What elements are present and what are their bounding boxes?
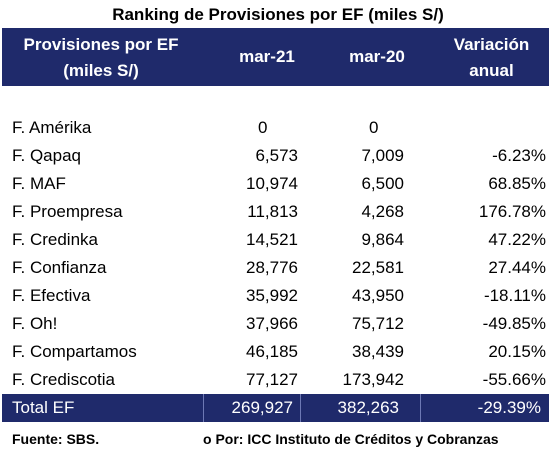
footer-credit: o Por: ICC Instituto de Créditos y Cobra…: [203, 431, 499, 447]
row-mar21: 28,776: [246, 258, 298, 277]
row-mar20: 43,950: [352, 286, 404, 305]
row-variacion: 176.78%: [478, 202, 546, 221]
row-variacion: 27.44%: [488, 258, 546, 277]
row-name: F. Compartamos: [12, 342, 137, 361]
header-mar20: mar-20: [349, 47, 405, 66]
row-name: F. Qapaq: [12, 146, 81, 165]
header-provisiones: Provisiones por EF (miles S/): [2, 32, 200, 84]
row-variacion: -55.66%: [482, 370, 546, 389]
row-mar21: 6,573: [255, 146, 298, 165]
row-mar20: 6,500: [361, 174, 404, 193]
header-mar21: mar-21: [239, 47, 295, 66]
table-row: F. Oh! 37,966 75,712 -49.85%: [0, 310, 556, 338]
header-provisiones-line2: (miles S/): [63, 61, 139, 80]
total-mar20: 382,263: [337, 398, 399, 417]
row-mar21: 14,521: [246, 230, 298, 249]
row-mar20: 4,268: [361, 202, 404, 221]
row-variacion: 47.22%: [488, 230, 546, 249]
row-mar20: 38,439: [352, 342, 404, 361]
total-mar21: 269,927: [231, 398, 293, 417]
footer-source: Fuente: SBS.: [12, 431, 100, 447]
table-row: F. Crediscotia 77,127 173,942 -55.66%: [0, 366, 556, 394]
row-name: F. Crediscotia: [12, 370, 115, 389]
header-variacion-line2: anual: [469, 61, 514, 80]
header-variacion-line1: Variación: [453, 35, 530, 54]
table-row: F. Confianza 28,776 22,581 27.44%: [0, 254, 556, 282]
row-variacion: -18.11%: [483, 286, 546, 305]
header-provisiones-line1: Provisiones por EF: [23, 35, 179, 54]
row-mar20: 9,864: [361, 230, 404, 249]
row-mar21: 35,992: [246, 286, 298, 305]
row-mar20: 22,581: [352, 258, 404, 277]
row-name: F. Confianza: [12, 258, 107, 277]
table-row: F. Qapaq 6,573 7,009 -6.23%: [0, 142, 556, 170]
row-variacion: -49.85%: [482, 314, 546, 333]
table-body: F. Amérika 0 0 F. Qapaq 6,573 7,009 -6.2…: [0, 114, 556, 394]
total-row: Total EF 269,927 382,263 -29.39%: [2, 394, 549, 422]
row-name: F. Oh!: [12, 314, 58, 333]
row-mar21: 10,974: [246, 174, 298, 193]
total-variacion: -29.39%: [477, 398, 541, 417]
row-name: F. Amérika: [12, 118, 92, 137]
row-name: F. MAF: [12, 174, 66, 193]
table-row: F. Compartamos 46,185 38,439 20.15%: [0, 338, 556, 366]
table-row: F. Proempresa 11,813 4,268 176.78%: [0, 198, 556, 226]
table-row: F. Amérika 0 0: [0, 114, 556, 142]
row-mar21: 77,127: [246, 370, 298, 389]
table-title: Ranking de Provisiones por EF (miles S/): [112, 5, 444, 24]
row-name: F. Proempresa: [12, 202, 123, 221]
total-divider: [300, 394, 301, 422]
row-name: F. Efectiva: [12, 286, 91, 305]
row-variacion: 68.85%: [488, 174, 546, 193]
row-mar20: 75,712: [352, 314, 404, 333]
row-variacion: -6.23%: [492, 146, 546, 165]
row-mar20: 0: [369, 118, 379, 137]
row-mar20: 173,942: [342, 370, 404, 389]
total-name: Total EF: [12, 398, 75, 417]
total-divider: [203, 394, 204, 422]
table-row: F. Credinka 14,521 9,864 47.22%: [0, 226, 556, 254]
total-divider: [420, 394, 421, 422]
row-mar21: 37,966: [246, 314, 298, 333]
row-mar21: 46,185: [246, 342, 298, 361]
table-row: F. MAF 10,974 6,500 68.85%: [0, 170, 556, 198]
row-name: F. Credinka: [12, 230, 98, 249]
row-mar20: 7,009: [361, 146, 404, 165]
row-mar21: 11,813: [247, 202, 298, 221]
header-variacion: Variación anual: [434, 32, 549, 84]
table-row: F. Efectiva 35,992 43,950 -18.11%: [0, 282, 556, 310]
table-header: Provisiones por EF (miles S/) mar-21 mar…: [2, 28, 549, 86]
row-variacion: 20.15%: [488, 342, 546, 361]
row-mar21: 0: [258, 118, 268, 137]
